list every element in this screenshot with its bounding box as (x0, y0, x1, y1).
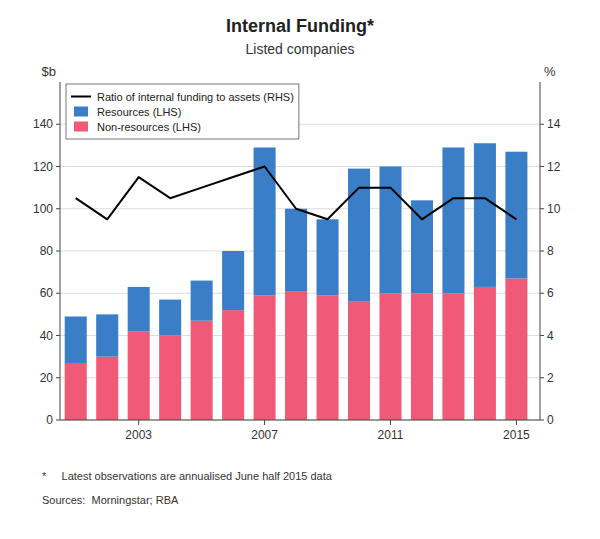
bar (65, 363, 87, 420)
y2-tick (540, 124, 544, 125)
x-tick (516, 420, 517, 425)
bar (474, 287, 496, 420)
y2-tick-label: 8 (547, 244, 554, 258)
bar (348, 302, 370, 420)
bar (254, 295, 276, 420)
bar (159, 336, 181, 421)
bar (442, 147, 464, 293)
bar (65, 316, 87, 362)
y-tick (56, 166, 60, 167)
x-tick-label: 2003 (125, 428, 152, 442)
x-axis-line (60, 420, 540, 421)
bar (474, 143, 496, 287)
x-tick (264, 420, 265, 425)
y-tick-label: 80 (40, 244, 54, 258)
y2-tick (540, 377, 544, 378)
bar (379, 167, 401, 294)
y-tick (56, 335, 60, 336)
y-tick-label: 40 (40, 329, 54, 343)
bar (96, 357, 118, 420)
y2-tick-label: 2 (547, 371, 554, 385)
y2-tick-label: 14 (547, 117, 561, 131)
bar (96, 314, 118, 356)
background (0, 0, 600, 539)
y2-tick-label: 0 (547, 413, 554, 427)
y-tick-label: 20 (40, 371, 54, 385)
legend-label: Non-resources (LHS) (97, 121, 201, 133)
y2-tick-label: 10 (547, 202, 561, 216)
bar (222, 251, 244, 310)
y-axis-label: $b (42, 64, 56, 79)
y-tick (56, 293, 60, 294)
grid-line (60, 420, 540, 421)
legend-swatch (74, 107, 88, 117)
title: Internal Funding* (226, 16, 374, 36)
bar-series (65, 278, 528, 420)
x-tick (390, 420, 391, 425)
bar (285, 291, 307, 420)
x-tick-label: 2011 (378, 428, 404, 442)
y-tick (56, 251, 60, 252)
y-tick (56, 420, 60, 421)
bar (191, 281, 213, 321)
legend-swatch (74, 122, 88, 132)
y2-tick (540, 335, 544, 336)
y2-axis-label: % (544, 64, 556, 79)
legend-frame (66, 84, 299, 139)
y2-tick (540, 293, 544, 294)
footnote: * Latest observations are annualised Jun… (42, 470, 333, 482)
bar (317, 219, 339, 295)
bar (442, 293, 464, 420)
legend-label: Resources (LHS) (97, 106, 181, 118)
bar (317, 295, 339, 420)
subtitle: Listed companies (246, 41, 355, 57)
bar (222, 310, 244, 420)
y2-tick (540, 420, 544, 421)
y-tick (56, 124, 60, 125)
axes: 0 20 40 60 80 100 120 140 0 2 4 6 8 10 12 14 2003 2007 201… (33, 82, 561, 442)
legend-swatch (71, 96, 91, 98)
bar (191, 321, 213, 420)
line (76, 167, 517, 220)
y2-tick (540, 251, 544, 252)
x-tick-label: 2015 (503, 428, 530, 442)
y-tick-label: 0 (46, 413, 53, 427)
x-tick-label: 2007 (251, 428, 278, 442)
bar (505, 278, 527, 420)
grid-line (60, 166, 540, 167)
x-tick (138, 420, 139, 425)
y2-tick-label: 4 (547, 329, 554, 343)
bar (411, 293, 433, 420)
y-tick-label: 60 (40, 286, 54, 300)
bar (285, 209, 307, 291)
legend: Ratio of internal funding to assets (RHS… (66, 84, 299, 139)
y-tick-label: 120 (33, 160, 53, 174)
y2-tick (540, 208, 544, 209)
legend-label: Ratio of internal funding to assets (RHS… (97, 91, 294, 103)
y-tick-label: 100 (33, 202, 53, 216)
y2-tick (540, 166, 544, 167)
bar (379, 293, 401, 420)
y-tick (56, 377, 60, 378)
y-tick-label: 140 (33, 117, 53, 131)
bar (159, 300, 181, 336)
footnote: Sources: Morningstar; RBA (42, 494, 179, 506)
bar (128, 287, 150, 331)
plot-area (65, 143, 528, 420)
y2-tick-label: 12 (547, 160, 561, 174)
bar-series (65, 143, 528, 363)
y2-tick-label: 6 (547, 286, 554, 300)
y-tick (56, 208, 60, 209)
grid (60, 124, 540, 420)
bar (128, 331, 150, 420)
